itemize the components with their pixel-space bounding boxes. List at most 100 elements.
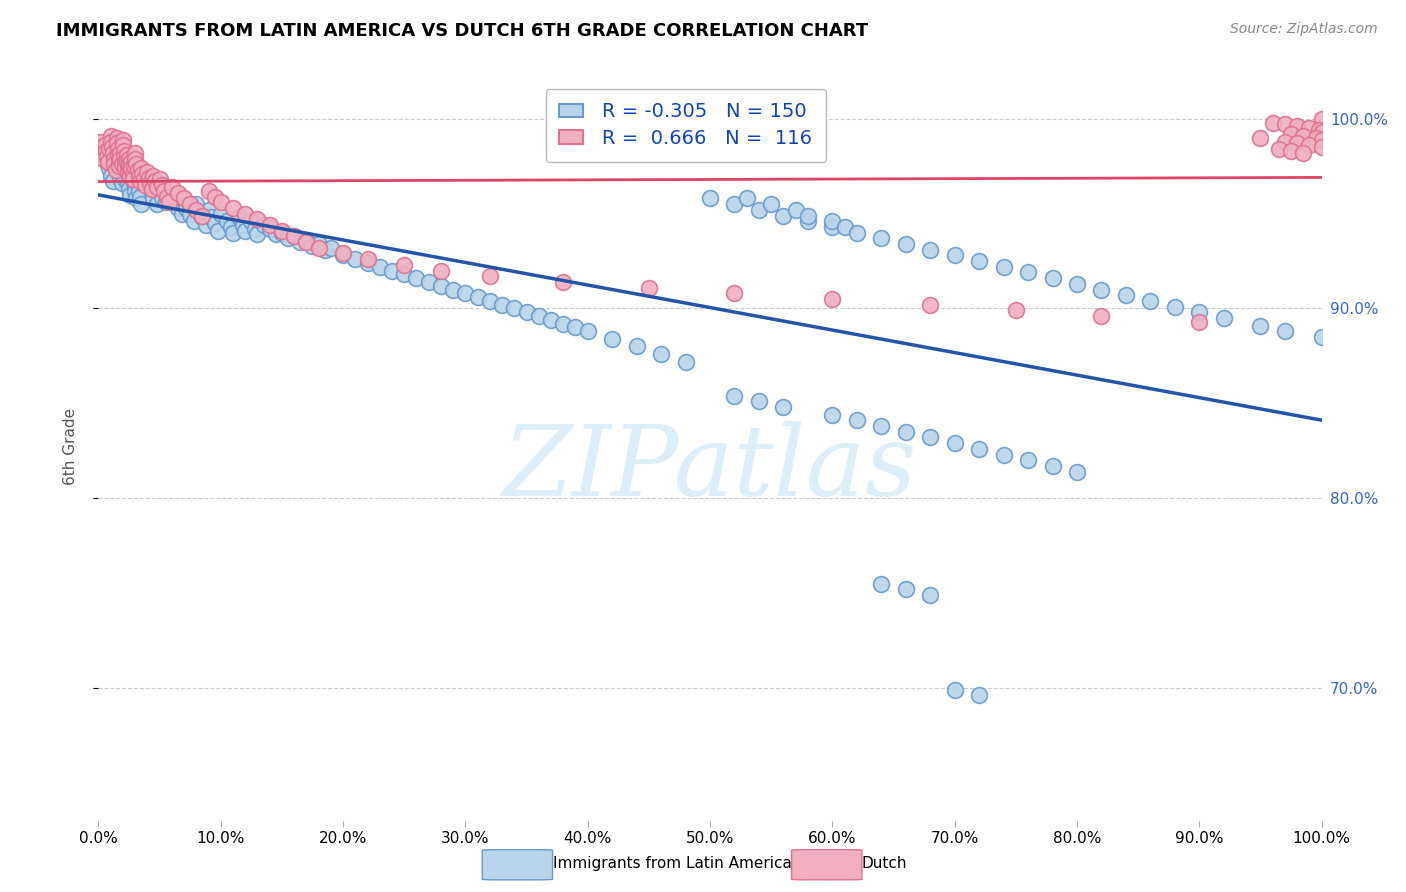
Point bbox=[142, 191, 165, 205]
Point bbox=[1188, 315, 1211, 329]
Point bbox=[1212, 310, 1234, 325]
Point bbox=[138, 170, 160, 185]
Point bbox=[98, 142, 121, 156]
Point bbox=[243, 222, 266, 236]
Point bbox=[943, 248, 966, 262]
Point bbox=[1249, 130, 1271, 145]
Point bbox=[1286, 136, 1309, 151]
Point bbox=[160, 180, 183, 194]
Point bbox=[1090, 283, 1112, 297]
Point bbox=[173, 191, 195, 205]
Point bbox=[259, 218, 281, 232]
Point bbox=[120, 163, 142, 178]
Point bbox=[156, 189, 179, 203]
Point bbox=[204, 189, 226, 203]
Point bbox=[270, 226, 294, 240]
Point bbox=[1004, 303, 1026, 318]
Point bbox=[920, 588, 942, 602]
Point bbox=[319, 241, 342, 255]
Point bbox=[191, 209, 214, 223]
Point bbox=[121, 172, 143, 186]
Point bbox=[170, 206, 193, 220]
Point bbox=[112, 144, 135, 158]
Point bbox=[157, 195, 180, 210]
Point bbox=[1066, 465, 1088, 479]
Point bbox=[111, 157, 134, 171]
Point bbox=[748, 202, 770, 217]
Point bbox=[100, 135, 122, 149]
Point bbox=[179, 206, 201, 220]
Point bbox=[1017, 265, 1039, 279]
Point bbox=[98, 161, 121, 175]
Point bbox=[204, 216, 226, 230]
Point bbox=[128, 184, 150, 198]
Point bbox=[107, 148, 129, 162]
Point bbox=[894, 237, 917, 252]
Point bbox=[1310, 330, 1333, 344]
Point bbox=[120, 155, 142, 169]
Point bbox=[1274, 324, 1296, 338]
Point bbox=[143, 174, 166, 188]
Point bbox=[1261, 115, 1284, 129]
Point bbox=[89, 135, 111, 149]
Point bbox=[127, 163, 149, 178]
Point bbox=[103, 157, 125, 171]
Point bbox=[1164, 300, 1187, 314]
Point bbox=[252, 218, 274, 232]
Text: Dutch: Dutch bbox=[862, 855, 907, 871]
Point bbox=[115, 153, 138, 168]
Point bbox=[173, 194, 195, 208]
Point bbox=[163, 195, 186, 210]
Point bbox=[149, 182, 172, 196]
Point bbox=[1268, 142, 1291, 156]
Point bbox=[723, 389, 745, 403]
Point bbox=[122, 159, 145, 173]
Point bbox=[111, 153, 134, 168]
Point bbox=[1286, 121, 1309, 136]
Point bbox=[441, 283, 464, 297]
Point bbox=[454, 286, 477, 301]
Point bbox=[103, 152, 125, 166]
Point bbox=[108, 165, 131, 179]
Point bbox=[943, 436, 966, 450]
Point bbox=[120, 163, 142, 178]
Point bbox=[845, 226, 868, 240]
Point bbox=[821, 219, 844, 234]
Point bbox=[111, 159, 134, 173]
Point bbox=[967, 442, 990, 456]
Point bbox=[467, 290, 489, 304]
Point bbox=[117, 176, 139, 190]
Point bbox=[308, 241, 330, 255]
Point bbox=[332, 248, 354, 262]
Point bbox=[131, 167, 153, 181]
Point bbox=[332, 246, 354, 260]
Point bbox=[1298, 138, 1320, 153]
Point bbox=[104, 163, 127, 178]
Point bbox=[381, 263, 404, 277]
Text: IMMIGRANTS FROM LATIN AMERICA VS DUTCH 6TH GRADE CORRELATION CHART: IMMIGRANTS FROM LATIN AMERICA VS DUTCH 6… bbox=[56, 22, 869, 40]
Point bbox=[112, 165, 135, 179]
Point bbox=[108, 159, 131, 173]
Point bbox=[233, 224, 256, 238]
FancyBboxPatch shape bbox=[792, 850, 862, 880]
Point bbox=[772, 400, 794, 414]
Point bbox=[105, 159, 128, 173]
Point bbox=[735, 191, 758, 205]
Point bbox=[146, 197, 169, 211]
Point bbox=[418, 275, 440, 289]
Point bbox=[101, 174, 124, 188]
Point bbox=[761, 197, 783, 211]
Point bbox=[197, 184, 219, 198]
Point bbox=[120, 187, 142, 202]
Point bbox=[1308, 123, 1330, 137]
Legend: R = -0.305   N = 150, R =  0.666   N =  116: R = -0.305 N = 150, R = 0.666 N = 116 bbox=[546, 88, 825, 161]
Point bbox=[128, 169, 150, 183]
Point bbox=[993, 260, 1015, 274]
Point bbox=[1292, 128, 1315, 143]
Point bbox=[134, 178, 156, 193]
Point bbox=[105, 130, 128, 145]
Point bbox=[115, 148, 138, 162]
Point bbox=[993, 448, 1015, 462]
Point bbox=[772, 209, 794, 223]
Point bbox=[150, 189, 173, 203]
